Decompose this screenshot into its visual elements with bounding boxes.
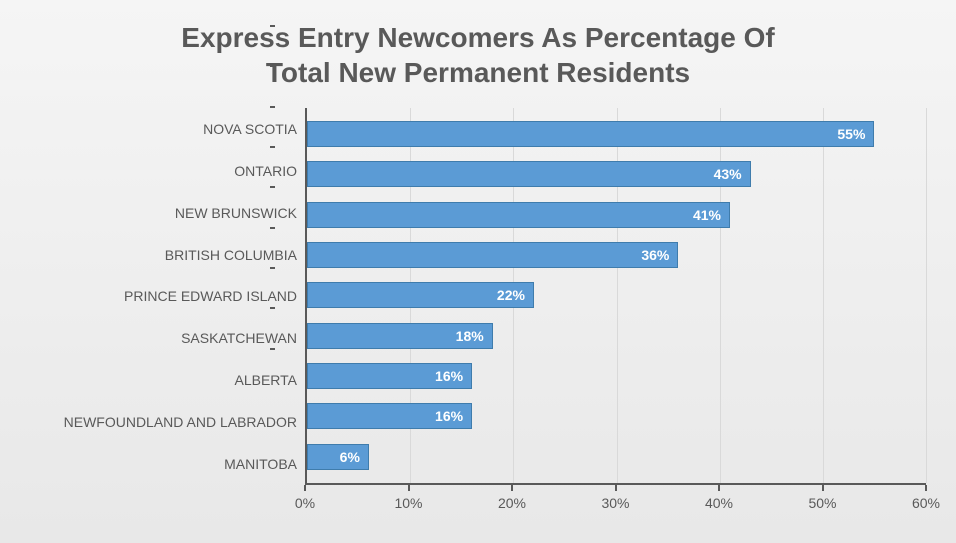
y-axis-label: SASKATCHEWAN (30, 330, 297, 346)
bar: 41% (307, 202, 730, 228)
x-axis-spacer (30, 487, 305, 513)
plot-area: NOVA SCOTIA ONTARIO NEW BRUNSWICK BRITISH C… (30, 108, 926, 513)
y-axis-label: BRITISH COLUMBIA (30, 247, 297, 263)
bar-row: 43% (307, 161, 926, 187)
plot-body: NOVA SCOTIA ONTARIO NEW BRUNSWICK BRITISH C… (30, 108, 926, 485)
bar-value-label: 43% (714, 166, 742, 182)
chart-title-line-2: Total New Permanent Residents (266, 57, 690, 88)
x-tick-mark (822, 485, 824, 491)
bar-value-label: 16% (435, 408, 463, 424)
bar: 36% (307, 242, 678, 268)
y-axis-label: ALBERTA (30, 372, 297, 388)
chart-container: Express Entry Newcomers As Percentage Of… (0, 0, 956, 543)
bar-value-label: 18% (456, 328, 484, 344)
y-tick-mark (270, 65, 275, 67)
y-tick-mark (270, 186, 275, 188)
bar-row: 36% (307, 242, 926, 268)
chart-title: Express Entry Newcomers As Percentage Of… (30, 20, 926, 90)
bar: 18% (307, 323, 493, 349)
bar: 43% (307, 161, 751, 187)
bar-row: 55% (307, 121, 926, 147)
bar-row: 16% (307, 403, 926, 429)
bar: 6% (307, 444, 369, 470)
y-axis-label: NOVA SCOTIA (30, 121, 297, 137)
bar-value-label: 22% (497, 287, 525, 303)
x-axis-ticks: 0%10%20%30%40%50%60% (305, 487, 926, 513)
x-tick-label: 0% (295, 495, 315, 511)
y-axis-label: ONTARIO (30, 163, 297, 179)
x-tick-mark (718, 485, 720, 491)
bars-area: 55% 43% 41% 36% 22% 18% 16% 16% 6% (305, 108, 926, 485)
bar: 16% (307, 403, 472, 429)
bar-row: 6% (307, 444, 926, 470)
x-tick-label: 30% (601, 495, 629, 511)
y-tick-mark (270, 348, 275, 350)
y-tick-mark (270, 267, 275, 269)
x-tick-mark (615, 485, 617, 491)
x-tick-label: 20% (498, 495, 526, 511)
y-axis-labels: NOVA SCOTIA ONTARIO NEW BRUNSWICK BRITISH C… (30, 108, 305, 485)
x-tick-mark (304, 485, 306, 491)
bar-row: 18% (307, 323, 926, 349)
x-tick-label: 40% (705, 495, 733, 511)
x-tick-mark (511, 485, 513, 491)
y-tick-mark (270, 227, 275, 229)
y-axis-label: NEW BRUNSWICK (30, 205, 297, 221)
y-tick-mark (270, 25, 275, 27)
y-axis-label: NEWFOUNDLAND AND LABRADOR (30, 414, 297, 430)
y-axis-label: PRINCE EDWARD ISLAND (30, 288, 297, 304)
x-tick-label: 60% (912, 495, 940, 511)
y-tick-mark (270, 146, 275, 148)
gridline (926, 108, 927, 483)
bar: 22% (307, 282, 534, 308)
bar-row: 22% (307, 282, 926, 308)
bar: 16% (307, 363, 472, 389)
bar-row: 16% (307, 363, 926, 389)
bar-value-label: 16% (435, 368, 463, 384)
bar-value-label: 55% (837, 126, 865, 142)
bar-row: 41% (307, 202, 926, 228)
bar-value-label: 36% (641, 247, 669, 263)
x-tick-label: 10% (394, 495, 422, 511)
y-axis-label: MANITOBA (30, 456, 297, 472)
x-tick-label: 50% (808, 495, 836, 511)
y-tick-mark (270, 106, 275, 108)
y-tick-mark (270, 307, 275, 309)
x-tick-mark (925, 485, 927, 491)
bar-value-label: 6% (340, 449, 360, 465)
x-axis: 0%10%20%30%40%50%60% (30, 487, 926, 513)
bar-value-label: 41% (693, 207, 721, 223)
x-tick-mark (408, 485, 410, 491)
bar: 55% (307, 121, 874, 147)
